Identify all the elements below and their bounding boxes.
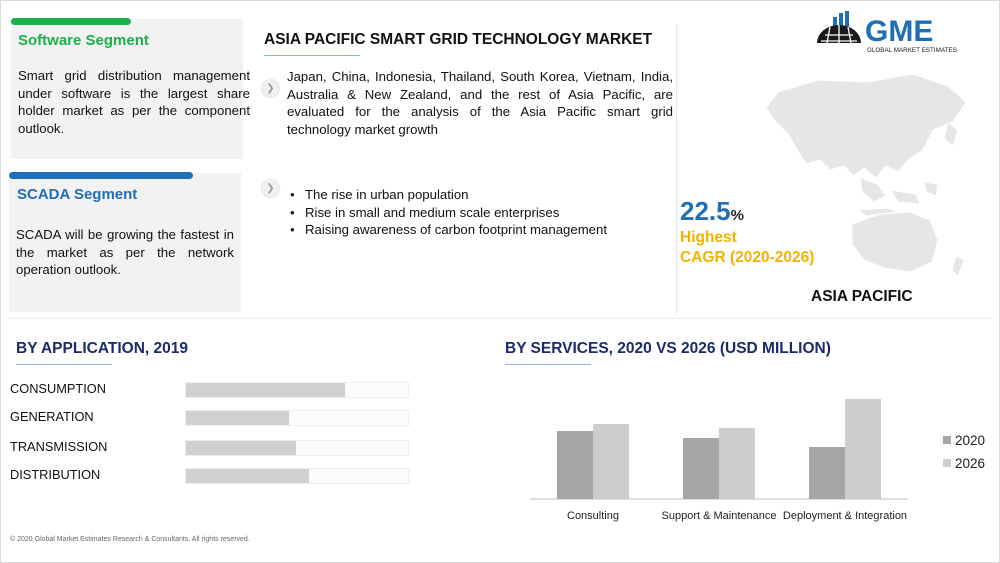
- drivers-list: The rise in urban population Rise in sma…: [290, 186, 607, 239]
- gme-logo: GME GLOBAL MARKET ESTIMATES: [817, 11, 957, 54]
- category-label: Support & Maintenance: [662, 510, 777, 522]
- scada-segment-accent: [9, 172, 193, 179]
- application-bar: [186, 383, 346, 397]
- bar-2026: [593, 424, 629, 499]
- services-bar-chart: Consulting Support & Maintenance Deploymen…: [530, 399, 908, 522]
- application-bar-track: [185, 410, 409, 426]
- globe-icon: [817, 11, 861, 44]
- horizontal-divider: [8, 318, 992, 319]
- scada-segment-title: SCADA Segment: [17, 186, 138, 203]
- chevron-right-icon: ❯: [262, 180, 279, 197]
- category-label: Consulting: [567, 510, 619, 522]
- logo-wordmark: GME: [865, 15, 933, 48]
- title-underline: [264, 55, 360, 56]
- list-item: Raising awareness of carbon footprint ma…: [290, 221, 607, 239]
- legend-swatch: [943, 436, 951, 445]
- bar-2020: [557, 431, 593, 499]
- legend-2026: 2026: [943, 456, 985, 471]
- bar-2026: [719, 428, 755, 499]
- application-label: GENERATION: [10, 409, 94, 424]
- application-bar-track: [185, 382, 409, 398]
- application-bar: [186, 411, 290, 425]
- cagr-value: 22.5%: [680, 196, 744, 226]
- legend-2020: 2020: [943, 433, 985, 448]
- application-bar: [186, 469, 310, 483]
- software-segment-title: Software Segment: [18, 32, 149, 49]
- scada-segment-text: SCADA will be growing the fastest in the…: [16, 227, 234, 277]
- application-chart-title: BY APPLICATION, 2019: [16, 340, 188, 357]
- cagr-label-period: CAGR (2020-2026): [680, 249, 815, 266]
- title-underline: [16, 364, 112, 365]
- application-bar: [186, 441, 296, 455]
- scada-segment-card: [9, 173, 241, 312]
- category-label: Deployment & Integration: [783, 510, 907, 522]
- vertical-divider: [676, 24, 677, 314]
- application-bar-track: [185, 440, 409, 456]
- software-segment-card: [11, 19, 243, 159]
- region-label: ASIA PACIFIC: [811, 288, 913, 305]
- application-bar-track: [185, 468, 409, 484]
- bar-2020: [809, 447, 845, 499]
- legend-swatch: [943, 459, 951, 468]
- application-label: DISTRIBUTION: [10, 467, 101, 482]
- list-item: The rise in urban population: [290, 186, 607, 204]
- software-segment-accent: [11, 18, 131, 25]
- chevron-right-icon: ❯: [262, 80, 279, 97]
- asia-pacific-map: [765, 73, 967, 277]
- software-segment-text: Smart grid distribution management under…: [18, 68, 250, 136]
- application-label: TRANSMISSION: [10, 439, 108, 454]
- application-label: CONSUMPTION: [10, 381, 106, 396]
- bar-2020: [683, 438, 719, 499]
- list-item: Rise in small and medium scale enterpris…: [290, 204, 607, 222]
- title-underline: [505, 364, 591, 365]
- cagr-label-highest: Highest: [680, 229, 737, 246]
- region-description: Japan, China, Indonesia, Thailand, South…: [287, 69, 673, 137]
- page-title: ASIA PACIFIC SMART GRID TECHNOLOGY MARKE…: [264, 31, 653, 48]
- bar-2026: [845, 399, 881, 499]
- logo-subtitle: GLOBAL MARKET ESTIMATES: [867, 47, 957, 54]
- copyright-footer: © 2020 Global Market Estimates Research …: [10, 536, 250, 543]
- services-chart-title: BY SERVICES, 2020 VS 2026 (USD MILLION): [505, 340, 831, 357]
